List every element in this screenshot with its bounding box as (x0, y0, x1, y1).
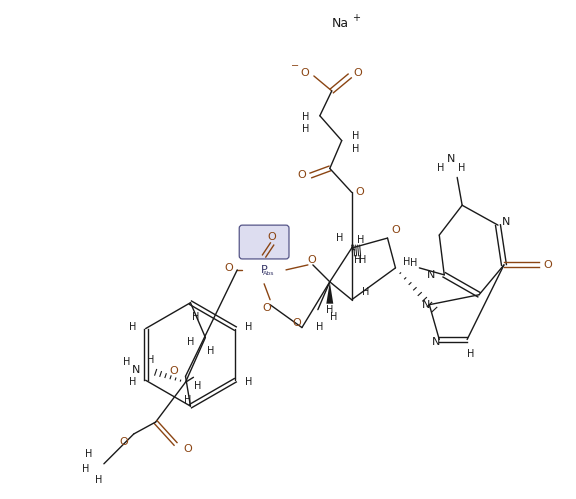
Text: O: O (543, 260, 552, 270)
Text: H: H (147, 355, 154, 365)
Text: O: O (391, 225, 400, 235)
Text: H: H (192, 311, 199, 322)
Text: H: H (194, 381, 201, 391)
Text: H: H (352, 144, 359, 154)
Polygon shape (327, 282, 334, 304)
Text: O: O (119, 437, 128, 447)
Text: H: H (82, 464, 90, 474)
Text: H: H (207, 346, 214, 356)
Text: O: O (301, 68, 309, 78)
FancyBboxPatch shape (239, 225, 289, 259)
Text: H: H (129, 321, 137, 331)
Text: H: H (184, 395, 191, 405)
Text: H: H (410, 258, 417, 268)
Text: O: O (308, 255, 316, 265)
Text: H: H (354, 255, 361, 265)
Text: H: H (362, 287, 369, 297)
Text: O: O (263, 303, 271, 313)
Text: −: − (291, 61, 299, 71)
Text: N: N (502, 217, 510, 227)
Text: H: H (123, 357, 131, 367)
Text: O: O (268, 232, 276, 242)
Text: O: O (355, 187, 364, 197)
Text: N: N (427, 270, 435, 280)
Text: H: H (187, 337, 194, 347)
Text: Abs: Abs (263, 271, 275, 276)
Text: H: H (359, 255, 366, 265)
Text: H: H (357, 235, 365, 245)
Text: O: O (293, 317, 301, 327)
Text: H: H (302, 124, 310, 134)
Text: H: H (437, 164, 444, 174)
Text: N: N (422, 300, 430, 310)
Text: N: N (131, 365, 140, 375)
Text: P: P (261, 265, 267, 275)
Text: H: H (403, 257, 410, 267)
Text: H: H (336, 233, 343, 243)
Text: H: H (245, 321, 252, 331)
Text: N: N (447, 154, 456, 164)
Text: H: H (95, 475, 103, 485)
Text: H: H (458, 164, 466, 174)
Text: O: O (169, 366, 178, 376)
Text: H: H (330, 311, 338, 322)
Text: H: H (316, 321, 324, 331)
Text: Na: Na (332, 17, 349, 30)
Text: H: H (302, 112, 310, 122)
Text: +: + (352, 13, 359, 23)
Text: N: N (432, 337, 441, 347)
Text: O: O (353, 68, 362, 78)
Text: H: H (85, 449, 93, 459)
Text: H: H (326, 305, 334, 315)
Text: H: H (245, 377, 252, 387)
Text: H: H (468, 349, 475, 359)
Text: H: H (352, 131, 359, 141)
Text: O: O (298, 171, 306, 181)
Text: H: H (129, 377, 137, 387)
Text: O: O (224, 263, 233, 273)
Text: O: O (183, 444, 192, 454)
